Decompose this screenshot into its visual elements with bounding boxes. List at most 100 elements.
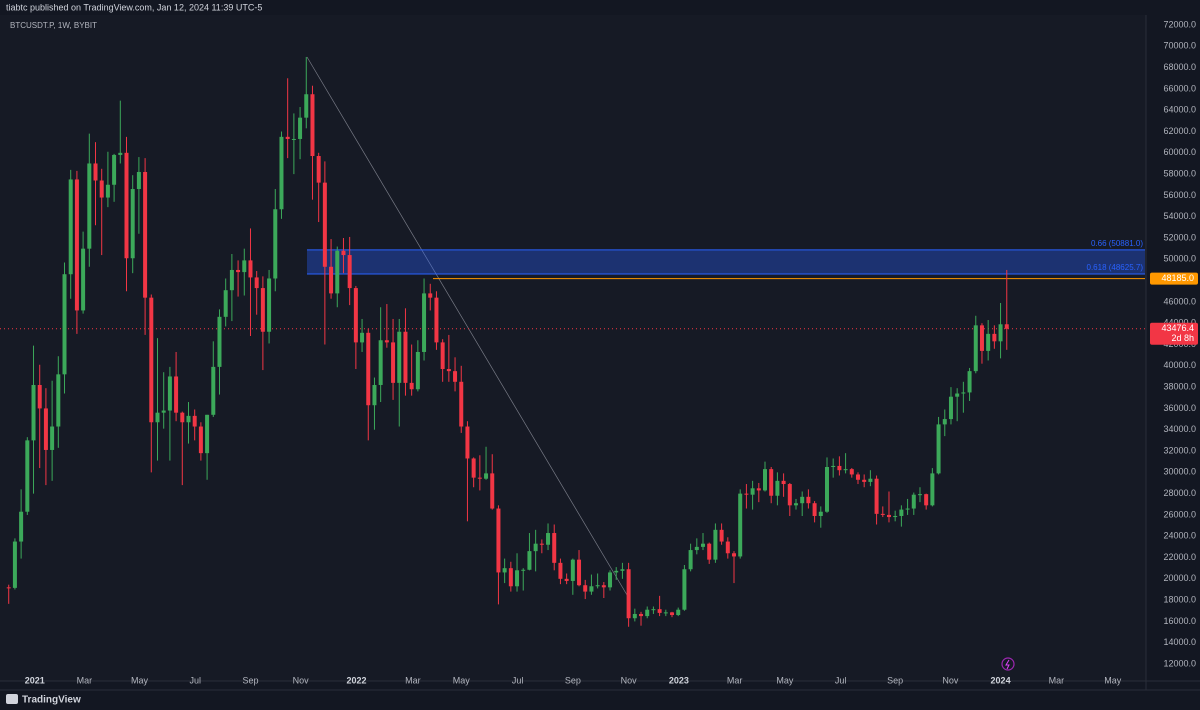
- candle-body: [167, 376, 172, 411]
- candle-body: [112, 154, 117, 185]
- x-tick-label: Mar: [77, 675, 93, 685]
- candle-body: [335, 250, 340, 294]
- y-tick-label: 24000.0: [1163, 531, 1196, 541]
- brand-logo: TradingView: [6, 694, 81, 706]
- candle-body: [415, 351, 420, 390]
- x-tick-label: May: [1104, 675, 1122, 685]
- candle-body: [465, 426, 470, 459]
- candle-body: [422, 293, 427, 352]
- x-tick-label: Sep: [887, 675, 903, 685]
- candle-body: [577, 559, 582, 586]
- y-tick-label: 44000.0: [1163, 318, 1196, 328]
- brand: TradingView: [22, 695, 81, 706]
- candle-body: [291, 138, 296, 140]
- candle-body: [453, 371, 458, 382]
- x-tick-label: May: [776, 675, 794, 685]
- candle-body: [440, 342, 445, 370]
- candle-body: [583, 585, 588, 592]
- candle-body: [663, 612, 668, 614]
- x-tick-label: Jul: [835, 675, 847, 685]
- x-tick-label: Mar: [1049, 675, 1065, 685]
- candle-body: [93, 163, 98, 181]
- candle-body: [775, 480, 780, 496]
- y-tick-label: 56000.0: [1163, 190, 1196, 200]
- candle-body: [998, 324, 1003, 342]
- candle-body: [626, 569, 631, 619]
- event-icon[interactable]: [1001, 657, 1015, 671]
- candle-body: [360, 332, 365, 343]
- y-tick-label: 70000.0: [1163, 41, 1196, 51]
- candle-body: [81, 248, 86, 311]
- candle-body: [304, 94, 309, 118]
- y-tick-label: 66000.0: [1163, 83, 1196, 93]
- candle-body: [880, 513, 885, 515]
- candle-body: [725, 541, 730, 554]
- candle-body: [620, 569, 625, 571]
- candle-body: [979, 325, 984, 351]
- candle-body: [1004, 324, 1009, 329]
- candle-body: [917, 494, 922, 496]
- candle-body: [248, 260, 253, 278]
- countdown-label: 2d 8h: [1171, 333, 1194, 343]
- fib-zone: [307, 249, 1145, 274]
- y-tick-label: 54000.0: [1163, 211, 1196, 221]
- candle-body: [31, 384, 36, 441]
- candle-body: [973, 325, 978, 372]
- candle-body: [930, 473, 935, 506]
- candle-body: [279, 136, 284, 210]
- candle-body: [688, 550, 693, 570]
- candle-body: [942, 419, 947, 425]
- candle-body: [149, 297, 154, 423]
- candle-body: [130, 189, 135, 259]
- candle-body: [595, 585, 600, 587]
- candle-body: [806, 496, 811, 504]
- candle-body: [682, 569, 687, 610]
- candle-body: [967, 371, 972, 393]
- x-tick-label: May: [131, 675, 149, 685]
- candle-body: [769, 469, 774, 496]
- candle-body: [446, 369, 451, 372]
- candle-body: [118, 152, 123, 155]
- candle-body: [236, 269, 241, 273]
- candle-body: [781, 480, 786, 485]
- candle-body: [732, 553, 737, 557]
- x-tick-label: 2023: [669, 675, 689, 685]
- x-tick-label: 2022: [346, 675, 366, 685]
- candle-body: [434, 297, 439, 343]
- x-tick-label: Jul: [512, 675, 524, 685]
- candle-body: [787, 484, 792, 506]
- candle-body: [713, 529, 718, 560]
- candle-body: [105, 184, 110, 198]
- candle-body: [217, 316, 222, 367]
- candle-body: [285, 136, 290, 139]
- logo-icon: [6, 694, 18, 704]
- fib-label: 0.618 (48625.7): [1087, 263, 1144, 272]
- candle-body: [893, 515, 898, 518]
- x-tick-label: Sep: [242, 675, 258, 685]
- candle-body: [539, 543, 544, 545]
- candle-body: [639, 613, 644, 617]
- y-tick-label: 38000.0: [1163, 381, 1196, 391]
- candle-body: [812, 503, 817, 516]
- candle-body: [961, 392, 966, 394]
- byline: tiabtc published on TradingView.com, Jan…: [6, 2, 262, 12]
- fib-label: 0.66 (50881.0): [1091, 239, 1143, 248]
- candle-body: [155, 412, 160, 423]
- y-tick-label: 16000.0: [1163, 616, 1196, 626]
- candle-body: [19, 511, 24, 542]
- y-tick-label: 62000.0: [1163, 126, 1196, 136]
- y-tick-label: 26000.0: [1163, 509, 1196, 519]
- price-label-box: [1150, 322, 1198, 345]
- candle-body: [651, 609, 656, 611]
- x-tick-label: Sep: [565, 675, 581, 685]
- candle-body: [508, 568, 513, 587]
- candle-body: [831, 465, 836, 467]
- candle-body: [564, 578, 569, 581]
- y-tick-label: 22000.0: [1163, 552, 1196, 562]
- candle-body: [824, 466, 829, 512]
- x-tick-label: Nov: [293, 675, 310, 685]
- candle-body: [570, 559, 575, 581]
- candle-body: [229, 269, 234, 291]
